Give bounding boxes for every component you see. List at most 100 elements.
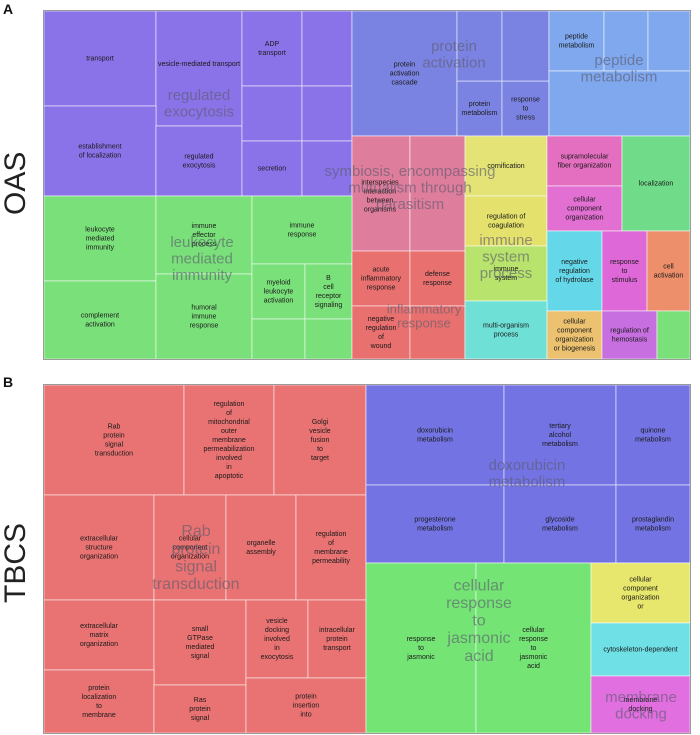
tile-tertiary-alcohol-metabolism — [503, 385, 617, 486]
tile-regulated-exocytosis — [155, 125, 243, 197]
treemap-tbcs-svg: Rab protein signal transduction regulation of… — [44, 385, 690, 733]
tile-label-regulation-of-membrane-permeability: regulation of membrane permeability — [312, 531, 350, 565]
tile-label-small-gtpase-mediated-signal-transduction: small GTPase mediated signal — [186, 626, 215, 660]
tile-organelle-assembly — [225, 494, 297, 601]
tile-label-protein-localization-to-membrane: protein localization to membrane — [82, 685, 117, 719]
tile-protein-localization-to-membrane — [44, 669, 155, 733]
tile-response-to-jasmonic-acid — [365, 562, 477, 733]
tile-label-vesicle-docking-involved-in-exocytosis: vesicle docking involved in exocytosis — [261, 618, 294, 661]
tile-label-regulation-of-hemostasis: regulation of hemostasis — [610, 328, 649, 344]
tile-label-rab-protein-signal-transduction: Rab protein signal transduction — [95, 424, 133, 458]
tile-supramolecular-fiber-organization — [546, 135, 623, 187]
tile-label-golgi-vesicle-fusion-to-target-membrane: Golgi vesicle fusion to target — [309, 419, 331, 462]
tile-label-leukocyte-mediated-immunity: leukocyte mediated immunity — [85, 227, 115, 252]
tile-label-defense-response: defense response — [423, 271, 452, 287]
tile-immune-system-process — [464, 245, 548, 302]
tile-regulation-of-hemostasis — [601, 310, 658, 359]
tile-label-membrane-docking: membrane docking — [624, 697, 658, 713]
tile-label-glycoside-metabolism: glycoside metabolism — [542, 517, 578, 533]
group-label-regulated-exocytosis: regulated exocytosis — [164, 87, 234, 121]
tile-label-extracellular-matrix-organization: extracellular matrix organization — [80, 623, 119, 648]
tile-multi-organism-process — [464, 300, 548, 359]
tile-cellular-component-organization-or-biogenesis — [546, 310, 603, 359]
tile-label-regulated-exocytosis: regulated exocytosis — [183, 154, 216, 170]
tile-label-response-to-jasmonic-acid: response to jasmonic — [406, 636, 435, 661]
tile-filler — [351, 135, 411, 252]
tile-peptide-metabolism — [548, 11, 605, 72]
tile-label-protein-metabolism: protein metabolism — [462, 101, 498, 117]
tile-label-regulation-of-coagulation: regulation of coagulation — [487, 214, 526, 230]
tile-response-to-stress — [501, 80, 550, 137]
tile-filler — [304, 318, 353, 359]
tile-glycoside-metabolism — [503, 484, 617, 564]
tile-acute-inflammatory-response — [351, 250, 411, 307]
tile-label-quinone-metabolism: quinone metabolism — [635, 428, 671, 444]
tile-label-acute-inflammatory-response: acute inflammatory response — [361, 267, 402, 292]
tile-label-multi-organism-process: multi-organism process — [483, 323, 529, 339]
tile-label-secretion: secretion — [258, 166, 287, 173]
tile-label-immune-system-process: immune system — [494, 266, 519, 282]
tile-filler — [241, 85, 303, 142]
treemap-oas-svg: transport vesicle-mediated transport estab… — [44, 11, 690, 359]
tile-leukocyte-mediated-immunity — [44, 195, 157, 282]
tile-negative-regulation-of-wound-healing — [351, 305, 411, 359]
tile-filler — [656, 310, 690, 359]
tile-regulation-of-membrane-permeability — [295, 494, 367, 601]
tile-label-cellular-component-organization-or-biogenesis: cellular component organization or biogenes… — [554, 319, 596, 353]
tile-filler — [301, 11, 353, 87]
tile-label-adp-transport: ADP transport — [258, 41, 286, 57]
tile-cellular-response-to-jasmonic-acid-stimulus — [475, 562, 592, 733]
tile-label-myeloid-leukocyte-activation: myeloid leukocyte activation — [264, 280, 294, 305]
tile-rab-protein-signal-transduction — [44, 385, 185, 496]
group-label-rab-protein-signal-transduction: Rab protein signal transduction — [152, 523, 239, 593]
tile-label-protein-insertion-into-membrane: protein insertion into — [293, 694, 320, 719]
tile-label-complement-activation: complement activation — [81, 313, 119, 329]
tile-label-progesterone-metabolism: progesterone metabolism — [414, 517, 455, 533]
tile-humoral-immune-response — [155, 273, 253, 359]
tile-cornification — [464, 135, 548, 197]
tile-filler — [301, 85, 353, 142]
tile-filler — [501, 11, 550, 82]
group-label-symbiosis-encompassing-mutualism-through-parasitism: symbiosis, encompassing mutualism through… — [325, 163, 496, 213]
tile-adp-transport — [241, 11, 303, 87]
tile-label-humoral-immune-response: humoral immune response — [190, 305, 219, 330]
tile-establishment-of-localization — [44, 105, 157, 197]
tile-label-cellular-response-to-jasmonic-acid-stimulus: cellular response to jasmonic acid — [519, 627, 548, 670]
tile-extracellular-matrix-organization — [44, 599, 155, 671]
group-label-cellular-response-to-jasmonic-acid-stimulus: cellular response to jasmonic acid — [446, 577, 512, 664]
tile-filler — [409, 135, 466, 252]
tile-label-immune-response: immune response — [288, 223, 317, 239]
side-label-tbcs: TBCS — [0, 522, 32, 603]
group-label-protein-activation-cascade: protein activation — [422, 38, 485, 72]
group-label-doxorubicin-metabolism: doxorubicin metabolism — [489, 457, 566, 491]
tile-label-organelle-assembly: organelle assembly — [246, 540, 276, 556]
tile-label-response-to-stimulus: response to stimulus — [610, 259, 639, 284]
tile-label-regulation-of-mitochondrial-outer-membrane-permeabilization-involved-in-apoptotic-signaling-pathway: regulation of mitochondrial outer membrane pe… — [204, 401, 255, 480]
tile-filler — [409, 305, 466, 359]
tile-localization — [621, 135, 690, 232]
side-label-oas: OAS — [0, 151, 32, 215]
group-label-leukocyte-mediated-immunity: leukocyte mediated immunity — [170, 234, 233, 284]
group-label-inflammatory-response: inflammatory response — [387, 301, 462, 330]
tile-label-negative-regulation-of-wound-healing: negative regulation of wound — [366, 316, 397, 350]
tile-label-vesicle-mediated-transport: vesicle-mediated transport — [158, 61, 240, 68]
tile-label-interspecies-interaction-between-organisms: interspecies interaction between organisms — [361, 180, 399, 214]
tile-regulation-of-mitochondrial-outer-membrane-permeabilization-involved-in-apoptotic-signaling-pathway — [183, 385, 275, 496]
tile-label-cornification: cornification — [487, 163, 524, 170]
tile-label-cytoskeleton-dependent-cytokinesis: cytoskeleton-dependent — [603, 647, 677, 654]
tile-immune-response — [251, 195, 353, 265]
tile-cell-activation — [646, 230, 690, 312]
tile-label-prostaglandin-metabolism: prostaglandin metabolism — [632, 517, 674, 533]
tile-label-cellular-component-organization: cellular component organization — [171, 536, 209, 561]
tile-defense-response — [409, 250, 466, 307]
tile-transport — [44, 11, 157, 107]
panel-letter-b: B — [3, 374, 14, 390]
tile-complement-activation — [44, 280, 157, 359]
tile-label-transport: transport — [86, 56, 114, 63]
tile-label-tertiary-alcohol-metabolism: tertiary alcohol metabolism — [542, 423, 578, 448]
tile-vesicle-mediated-transport — [155, 11, 243, 127]
tile-label-cellular-component-organization: cellular component organization — [565, 197, 603, 222]
tile-label-establishment-of-localization: establishment of localization — [78, 144, 121, 160]
tile-label-cell-activation: cell activation — [654, 264, 684, 280]
